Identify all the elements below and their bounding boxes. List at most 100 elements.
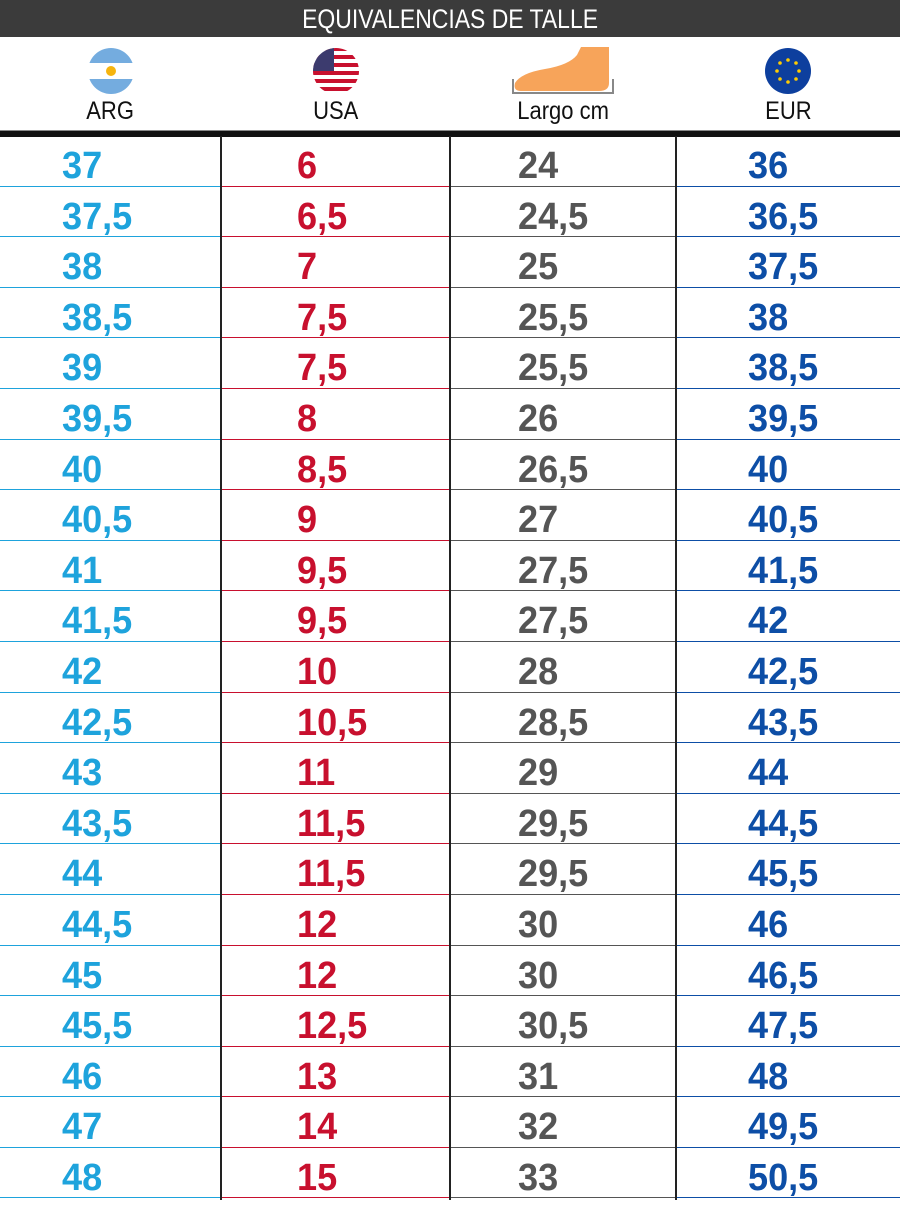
cell-arg: 37	[0, 136, 221, 187]
size-value: 42	[62, 650, 103, 693]
cell-largo: 30	[450, 895, 676, 946]
chart-title: EQUIVALENCIAS DE TALLE	[0, 0, 900, 37]
size-value: 10	[297, 650, 338, 693]
size-value: 25,5	[518, 347, 589, 390]
header-largo: Largo cm	[450, 37, 676, 130]
header-label: ARG	[86, 97, 135, 125]
header-divider	[0, 130, 900, 137]
size-value: 43,5	[62, 802, 133, 845]
size-value: 47	[62, 1106, 103, 1149]
cell-usa: 10	[221, 642, 450, 693]
cell-usa: 7,5	[221, 288, 450, 339]
size-table: 37 37,5 38 38,5 39 39,5 40 40,5 41 41,5 42 42,5 43 43…	[0, 136, 900, 1200]
column-arg: 37 37,5 38 38,5 39 39,5 40 40,5 41 41,5 42 42,5 43 43…	[0, 136, 221, 1200]
size-value: 42	[748, 600, 789, 643]
cell-usa: 11	[221, 743, 450, 794]
cell-eur: 38	[676, 288, 900, 339]
size-value: 48	[62, 1156, 103, 1199]
size-value: 27,5	[518, 549, 589, 592]
cell-eur: 39,5	[676, 389, 900, 440]
size-value: 37,5	[62, 195, 133, 238]
cell-arg: 47	[0, 1097, 221, 1148]
size-value: 47,5	[748, 1005, 819, 1048]
cell-eur: 42	[676, 591, 900, 642]
size-value: 31	[518, 1055, 559, 1098]
cell-usa: 6,5	[221, 187, 450, 238]
size-value: 9,5	[297, 549, 348, 592]
size-value: 40	[748, 448, 789, 491]
cell-usa: 14	[221, 1097, 450, 1148]
cell-largo: 27	[450, 490, 676, 541]
cell-usa: 8,5	[221, 440, 450, 491]
size-value: 42,5	[62, 701, 133, 744]
size-value: 26	[518, 397, 559, 440]
column-eur: 36 36,5 37,5 38 38,5 39,5 40 40,5 41,5 42 42,5 43,5…	[676, 136, 900, 1200]
size-value: 40,5	[748, 499, 819, 542]
column-usa: 6 6,5 7 7,5 7,5 8 8,5 9 9,5 9,5 10 10,5 11 11,5 11,5 12…	[221, 136, 450, 1200]
size-value: 9,5	[297, 600, 348, 643]
size-value: 30	[518, 954, 559, 997]
size-value: 29,5	[518, 802, 589, 845]
size-value: 39,5	[62, 397, 133, 440]
foot-icon	[512, 47, 614, 94]
cell-largo: 29	[450, 743, 676, 794]
cell-largo: 24,5	[450, 187, 676, 238]
size-value: 41,5	[748, 549, 819, 592]
cell-arg: 40,5	[0, 490, 221, 541]
size-value: 44	[748, 752, 789, 795]
size-value: 36	[748, 145, 789, 187]
size-value: 9	[297, 499, 318, 542]
size-value: 46	[748, 903, 789, 946]
cell-largo: 31	[450, 1047, 676, 1098]
cell-eur: 45,5	[676, 844, 900, 895]
size-value: 15	[297, 1156, 338, 1199]
cell-arg: 44	[0, 844, 221, 895]
cell-usa: 6	[221, 136, 450, 187]
size-value: 50,5	[748, 1156, 819, 1199]
cell-eur: 46	[676, 895, 900, 946]
size-value: 25	[518, 246, 559, 289]
cell-arg: 42,5	[0, 693, 221, 744]
cell-largo: 28	[450, 642, 676, 693]
eu-flag-icon	[765, 48, 811, 94]
size-value: 26,5	[518, 448, 589, 491]
size-value: 41	[62, 549, 103, 592]
cell-largo: 32	[450, 1097, 676, 1148]
size-value: 30,5	[518, 1005, 589, 1048]
cell-largo: 27,5	[450, 591, 676, 642]
size-value: 44,5	[62, 903, 133, 946]
size-value: 45,5	[748, 853, 819, 896]
cell-arg: 39	[0, 338, 221, 389]
size-value: 38	[62, 246, 103, 289]
cell-arg: 37,5	[0, 187, 221, 238]
size-value: 38	[748, 296, 789, 339]
cell-largo: 25	[450, 237, 676, 288]
size-value: 38,5	[62, 296, 133, 339]
cell-largo: 33	[450, 1148, 676, 1199]
cell-arg: 41	[0, 541, 221, 592]
cell-eur: 49,5	[676, 1097, 900, 1148]
size-value: 43,5	[748, 701, 819, 744]
column-divider	[449, 136, 451, 1200]
cell-arg: 38	[0, 237, 221, 288]
cell-eur: 43,5	[676, 693, 900, 744]
cell-usa: 10,5	[221, 693, 450, 744]
size-value: 12	[297, 954, 338, 997]
column-headers: ARG USA Largo cm EUR	[0, 37, 900, 130]
cell-eur: 36	[676, 136, 900, 187]
cell-arg: 46	[0, 1047, 221, 1098]
argentina-flag-icon	[87, 48, 134, 94]
size-value: 48	[748, 1055, 789, 1098]
size-value: 39,5	[748, 397, 819, 440]
size-value: 12	[297, 903, 338, 946]
size-value: 24,5	[518, 195, 589, 238]
cell-eur: 36,5	[676, 187, 900, 238]
size-value: 11,5	[297, 853, 366, 896]
size-value: 37,5	[748, 246, 819, 289]
size-value: 29	[518, 752, 559, 795]
cell-usa: 7	[221, 237, 450, 288]
cell-eur: 46,5	[676, 946, 900, 997]
cell-usa: 11,5	[221, 794, 450, 845]
size-value: 40	[62, 448, 103, 491]
size-value: 8	[297, 397, 318, 440]
